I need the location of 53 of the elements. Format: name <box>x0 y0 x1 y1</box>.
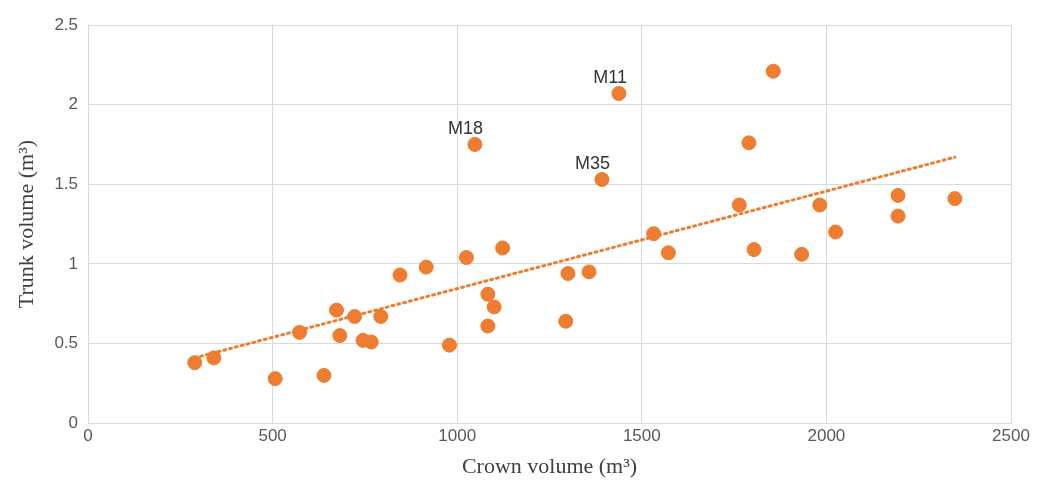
point <box>316 367 332 383</box>
point <box>373 308 389 324</box>
point <box>480 318 496 334</box>
point <box>480 286 496 302</box>
point <box>558 313 574 329</box>
point <box>187 355 203 371</box>
x-tick-label: 1500 <box>622 426 661 446</box>
y-tick-label: 0 <box>68 412 79 432</box>
point <box>646 226 662 242</box>
point <box>392 267 408 283</box>
point <box>206 350 222 366</box>
point <box>467 136 483 152</box>
point <box>363 334 379 350</box>
point <box>660 245 676 261</box>
point <box>731 197 747 213</box>
x-tick-label: 0 <box>83 426 93 446</box>
point <box>828 224 844 240</box>
point <box>441 337 457 353</box>
y-axis-title: Trunk volume (m³) <box>12 139 38 309</box>
y-tick-label: 0.5 <box>54 333 79 353</box>
annotation: M11 <box>593 67 627 88</box>
point <box>890 187 906 203</box>
point <box>746 242 762 258</box>
x-tick-label: 2000 <box>807 426 846 446</box>
x-tick-label: 1000 <box>438 426 477 446</box>
y-tick-label: 2 <box>68 94 79 114</box>
annotation: M35 <box>574 153 610 174</box>
y-tick-label: 2.5 <box>54 14 79 34</box>
point <box>947 191 963 207</box>
point <box>741 135 757 151</box>
point <box>329 302 344 318</box>
point <box>495 240 511 256</box>
point <box>611 85 627 101</box>
annotation: M18 <box>447 118 483 139</box>
point <box>812 197 828 213</box>
point <box>890 208 906 224</box>
point <box>418 259 434 275</box>
point <box>332 328 348 344</box>
x-tick-label: 2500 <box>992 426 1030 446</box>
point <box>560 265 576 281</box>
point <box>486 299 502 315</box>
point <box>458 250 474 266</box>
point <box>292 324 308 340</box>
point <box>594 172 610 187</box>
y-tick-label: 1.5 <box>54 173 79 193</box>
point <box>347 308 363 324</box>
point <box>765 63 781 79</box>
point <box>581 264 597 280</box>
point <box>794 246 810 262</box>
x-axis-title: Crown volume (m³) <box>461 452 638 478</box>
point <box>267 371 283 387</box>
y-tick-label: 1 <box>68 253 79 273</box>
x-tick-label: 500 <box>258 426 287 446</box>
